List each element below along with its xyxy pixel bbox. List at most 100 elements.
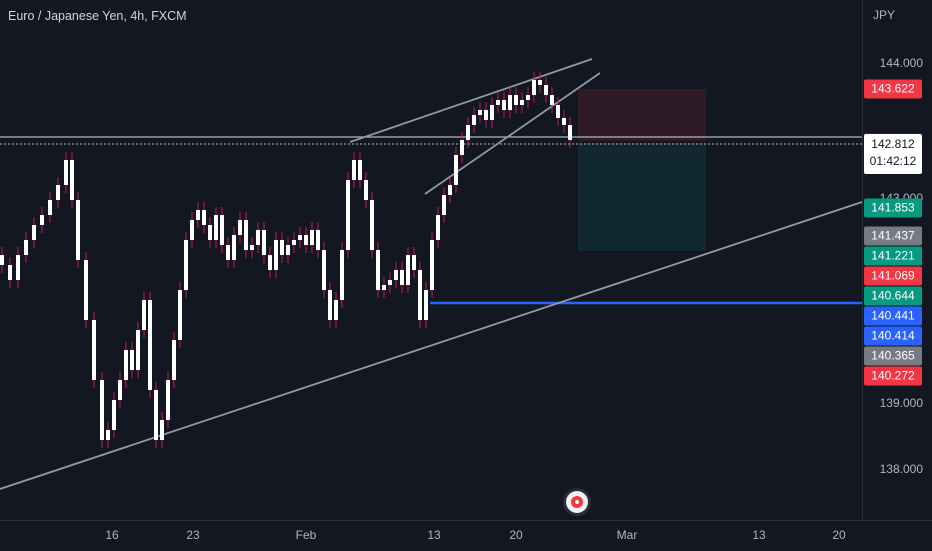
candle-body bbox=[32, 225, 36, 240]
price-tag: 141.437 bbox=[864, 226, 922, 246]
candle-body bbox=[130, 350, 134, 370]
time-tick: 13 bbox=[752, 528, 766, 542]
time-axis[interactable]: 16 23 Feb 13 20 Mar 13 20 bbox=[0, 520, 932, 551]
candle-body bbox=[256, 230, 260, 245]
candle-body bbox=[460, 140, 464, 155]
chart-canvas[interactable] bbox=[0, 0, 862, 520]
channel-upper-line[interactable] bbox=[349, 58, 593, 143]
candle-body bbox=[424, 290, 428, 320]
candle-body bbox=[24, 240, 28, 255]
candle-body bbox=[148, 300, 152, 390]
candle-body bbox=[166, 380, 170, 420]
ascending-trendline[interactable] bbox=[0, 201, 862, 490]
candle-body bbox=[472, 115, 476, 125]
candle-body bbox=[184, 240, 188, 290]
price-tag: 143.622 bbox=[864, 79, 922, 99]
price-tag: 141.853 bbox=[864, 198, 922, 218]
candle-body bbox=[268, 255, 272, 270]
candle-body bbox=[8, 265, 12, 280]
candle-body bbox=[76, 200, 80, 260]
candle-body bbox=[448, 185, 452, 195]
candle-body bbox=[244, 220, 248, 250]
candle-body bbox=[508, 95, 512, 110]
price-tag: 141.069 bbox=[864, 266, 922, 286]
candle-body bbox=[202, 210, 206, 225]
candle-body bbox=[358, 160, 362, 180]
currency-label: JPY bbox=[872, 8, 895, 22]
candle-body bbox=[160, 420, 164, 440]
candle-body bbox=[520, 100, 524, 105]
replay-dot-icon bbox=[575, 500, 579, 504]
channel-lower-line[interactable] bbox=[424, 72, 601, 195]
price-tag: 140.644 bbox=[864, 286, 922, 306]
candle-body bbox=[466, 125, 470, 140]
candle-body bbox=[118, 380, 122, 400]
candle-body bbox=[136, 330, 140, 370]
candle-body bbox=[376, 250, 380, 290]
time-tick: Feb bbox=[295, 528, 317, 542]
take-profit-zone[interactable] bbox=[578, 143, 706, 251]
time-tick: 16 bbox=[105, 528, 119, 542]
candle-body bbox=[238, 220, 242, 235]
time-tick: 20 bbox=[509, 528, 523, 542]
candle-body bbox=[0, 255, 4, 265]
candle-body bbox=[514, 95, 518, 105]
candle-body bbox=[490, 105, 494, 120]
candle-body bbox=[526, 95, 530, 100]
candle-body bbox=[142, 300, 146, 330]
candle-body bbox=[316, 230, 320, 250]
candle-body bbox=[388, 280, 392, 285]
candle-body bbox=[100, 380, 104, 440]
candle-body bbox=[502, 100, 506, 110]
candle-body bbox=[250, 245, 254, 250]
price-tag: 141.221 bbox=[864, 246, 922, 266]
current-price-value: 142.812 bbox=[871, 137, 915, 151]
candle-body bbox=[262, 230, 266, 255]
price-tick: 138.000 bbox=[879, 462, 923, 476]
bar-countdown: 01:42:12 bbox=[869, 154, 917, 168]
candle-body bbox=[322, 250, 326, 290]
candle-body bbox=[304, 235, 308, 245]
candle-body bbox=[64, 160, 68, 185]
candle-body bbox=[544, 85, 548, 95]
candle-body bbox=[568, 125, 572, 140]
candle-body bbox=[538, 80, 542, 85]
candle-body bbox=[430, 240, 434, 290]
candle-body bbox=[112, 400, 116, 430]
candle-body bbox=[550, 95, 554, 105]
candle-body bbox=[16, 255, 20, 280]
candle-body bbox=[454, 155, 458, 185]
candle-body bbox=[208, 225, 212, 240]
time-tick: 13 bbox=[427, 528, 441, 542]
candle-body bbox=[84, 260, 88, 320]
candle-body bbox=[406, 255, 410, 285]
current-price-tag: 142.812 01:42:12 bbox=[864, 134, 922, 174]
candle-body bbox=[286, 245, 290, 255]
candle-body bbox=[292, 240, 296, 245]
candle-body bbox=[48, 200, 52, 215]
candle-body bbox=[298, 235, 302, 240]
candle-body bbox=[70, 160, 74, 200]
candle-body bbox=[232, 235, 236, 260]
candle-body bbox=[364, 180, 368, 200]
candle-body bbox=[214, 215, 218, 240]
candle-body bbox=[346, 180, 350, 250]
time-tick: 23 bbox=[186, 528, 200, 542]
candle-body bbox=[418, 270, 422, 320]
stop-loss-zone[interactable] bbox=[578, 89, 706, 141]
symbol-title[interactable]: Euro / Japanese Yen, 4h, FXCM bbox=[8, 9, 187, 23]
candle-body bbox=[382, 285, 386, 290]
candle-body bbox=[40, 215, 44, 225]
candle-body bbox=[56, 185, 60, 200]
candle-body bbox=[562, 118, 566, 125]
candle-body bbox=[532, 80, 536, 95]
candle-body bbox=[172, 340, 176, 380]
replay-button[interactable] bbox=[566, 491, 588, 513]
candle-body bbox=[442, 195, 446, 215]
price-tag: 140.414 bbox=[864, 326, 922, 346]
candle-body bbox=[220, 215, 224, 245]
time-tick: 20 bbox=[832, 528, 846, 542]
candle-body bbox=[394, 270, 398, 280]
candle-body bbox=[328, 290, 332, 320]
candle-body bbox=[400, 270, 404, 285]
